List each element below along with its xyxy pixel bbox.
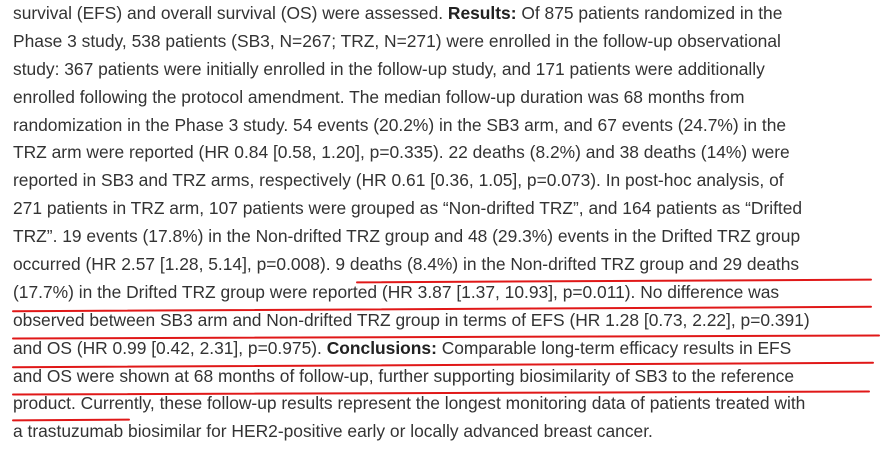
text-line: 271 patients in TRZ arm, 107 patients we… (13, 195, 888, 223)
text-segment: Comparable long-term efficacy results in… (436, 337, 792, 358)
text-segment: survival (EFS) and overall survival (OS)… (13, 3, 448, 23)
section-heading: Conclusions: (326, 337, 437, 358)
text-line: occurred (HR 2.57 [1.28, 5.14], p=0.008)… (13, 251, 888, 279)
text-segment: observed between SB3 arm and Non-drifted… (13, 309, 810, 330)
text-segment: and OS were shown at 68 months of follow… (13, 365, 795, 386)
text-line: and OS (HR 0.99 [0.42, 2.31], p=0.975). … (13, 335, 888, 363)
text-segment: TRZ”. 19 events (17.8%) in the Non-drift… (13, 226, 801, 247)
text-segment: a trastuzumab biosimilar for HER2-positi… (13, 421, 653, 442)
text-line: Phase 3 study, 538 patients (SB3, N=267;… (13, 28, 888, 56)
text-segment: reported in SB3 and TRZ arms, respective… (13, 170, 784, 191)
text-line: enrolled following the protocol amendmen… (13, 84, 888, 112)
text-line: product. Currently, these follow-up resu… (13, 390, 888, 418)
section-heading: Results: (447, 3, 517, 23)
abstract-text: survival (EFS) and overall survival (OS)… (13, 0, 888, 446)
text-line: randomization in the Phase 3 study. 54 e… (13, 112, 888, 140)
text-line: TRZ”. 19 events (17.8%) in the Non-drift… (13, 223, 888, 251)
text-segment: 271 patients in TRZ arm, 107 patients we… (13, 198, 803, 219)
text-line: a trastuzumab biosimilar for HER2-positi… (13, 418, 888, 446)
text-segment: study: 367 patients were initially enrol… (13, 58, 765, 79)
text-line: and OS were shown at 68 months of follow… (13, 363, 888, 391)
text-line: survival (EFS) and overall survival (OS)… (13, 0, 888, 28)
text-line: observed between SB3 arm and Non-drifted… (13, 307, 888, 335)
text-segment: (17.7%) in the Drifted TRZ group were re… (13, 281, 780, 302)
text-line: TRZ arm were reported (HR 0.84 [0.58, 1.… (13, 139, 888, 167)
text-segment: and OS (HR 0.99 [0.42, 2.31], p=0.975). (13, 337, 327, 358)
text-line: reported in SB3 and TRZ arms, respective… (13, 167, 888, 195)
text-segment: occurred (HR 2.57 [1.28, 5.14], p=0.008)… (13, 254, 800, 275)
text-segment: TRZ arm were reported (HR 0.84 [0.58, 1.… (13, 142, 790, 163)
text-line: study: 367 patients were initially enrol… (13, 56, 888, 84)
text-line: (17.7%) in the Drifted TRZ group were re… (13, 279, 888, 307)
text-segment: product. Currently, these follow-up resu… (13, 393, 806, 414)
text-segment: Phase 3 study, 538 patients (SB3, N=267;… (13, 30, 781, 51)
text-segment: randomization in the Phase 3 study. 54 e… (13, 114, 787, 135)
text-segment: enrolled following the protocol amendmen… (13, 86, 745, 107)
text-segment: Of 875 patients randomized in the (516, 3, 783, 23)
